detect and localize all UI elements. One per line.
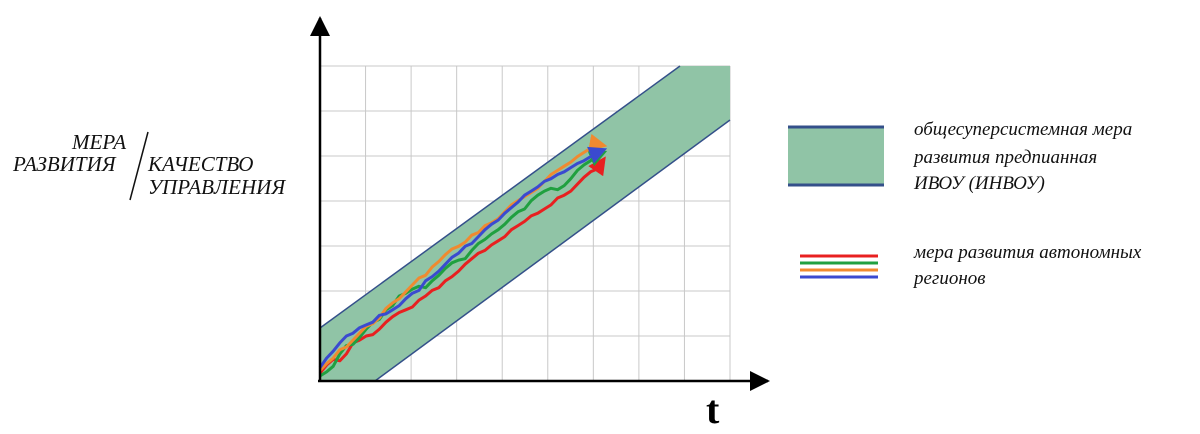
- ylabel-line4: УПРАВЛЕНИЯ: [148, 175, 286, 199]
- series-group: [318, 133, 608, 378]
- legend-series-label-2: регионов: [914, 268, 986, 289]
- x-axis-label: t: [706, 387, 720, 432]
- ylabel-line1: МЕРА: [72, 130, 127, 154]
- ylabel-line2: РАЗВИТИЯ: [13, 152, 116, 176]
- ylabel-line3: КАЧЕСТВО: [148, 152, 254, 176]
- series-line: [318, 146, 608, 369]
- ylabel-slash: [129, 131, 149, 201]
- band-lower-edge: [374, 119, 731, 382]
- legend-band-label-2: развития предпианная: [914, 147, 1098, 168]
- band-upper-edge: [319, 65, 681, 329]
- series-line: [318, 156, 606, 375]
- development-band: [320, 66, 730, 381]
- series-line: [319, 149, 608, 378]
- legend-band-label-1: общесуперсистемная мера: [914, 119, 1133, 140]
- legend-series-swatch: [800, 254, 878, 279]
- legend-band-label-3: ИВОУ (ИНВОУ): [914, 173, 1045, 194]
- legend-band-swatch: [788, 127, 884, 185]
- legend-series-label-1: мера развития автономных: [914, 242, 1142, 263]
